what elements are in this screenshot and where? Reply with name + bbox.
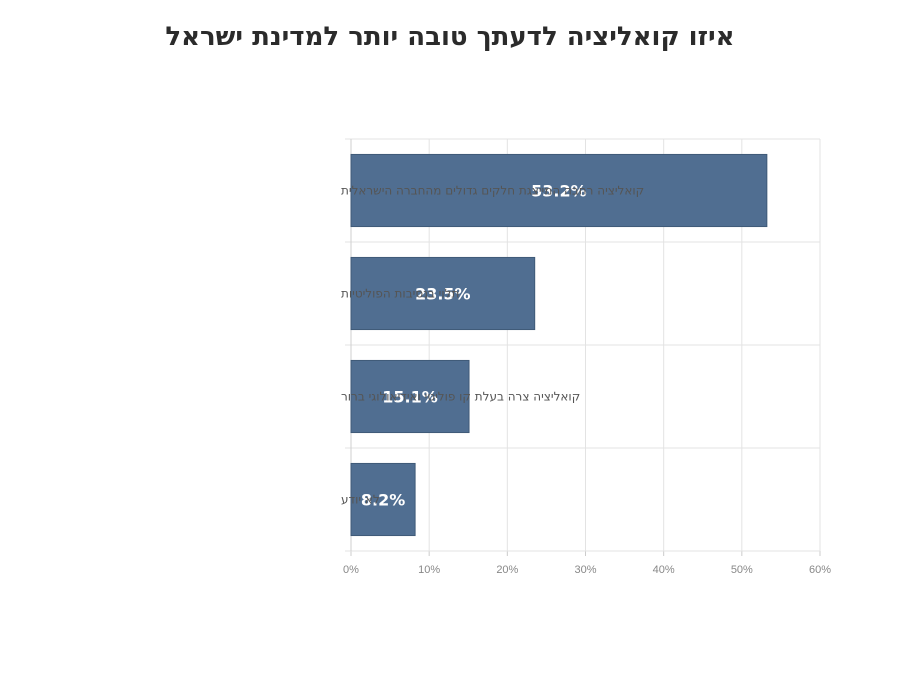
bar-value-label: 53.2% [531, 182, 587, 201]
x-tick-label: 0% [343, 564, 359, 576]
labels: 0% 10% 20% 30% 40% 50% 60% 53.2%קואליציה רחבה ה… [341, 182, 831, 577]
chart-title: איזו קואליציה לדעתך טובה יותר למדינת ישר… [165, 22, 735, 52]
bars [350, 153, 768, 537]
x-tick-label: 50% [731, 564, 753, 576]
x-tick-label: 10% [418, 564, 440, 576]
bar [350, 153, 768, 228]
bar [350, 359, 470, 434]
bar-value-label: 8.2% [361, 491, 405, 510]
bar-value-label: 15.1% [382, 388, 438, 407]
bar [350, 462, 416, 537]
x-tick-label: 60% [809, 564, 831, 576]
category-label: תלוי בנסיבות הפוליטיות [341, 287, 459, 301]
x-tick-label: 30% [574, 564, 596, 576]
category-label: קואליציה רחבה המייצגת חלקים גדולים מהחבר… [341, 184, 644, 198]
category-label: לא יודע [341, 493, 380, 507]
x-tick-label: 40% [653, 564, 675, 576]
category-label: קואליציה צרה בעלת קו פוליטי ואידיאולוגי … [341, 390, 580, 404]
bar-value-label: 23.5% [415, 285, 471, 304]
bar [350, 256, 536, 331]
x-tick-label: 20% [496, 564, 518, 576]
